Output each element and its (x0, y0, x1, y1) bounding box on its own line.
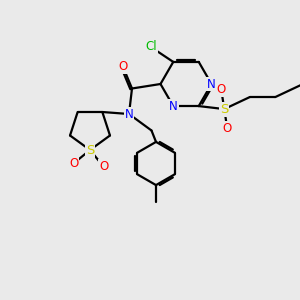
Text: N: N (169, 100, 178, 112)
Text: Cl: Cl (145, 40, 157, 53)
Text: N: N (207, 77, 216, 91)
Text: S: S (86, 143, 94, 157)
Text: O: O (217, 83, 226, 96)
Text: O: O (223, 122, 232, 135)
Text: S: S (220, 103, 228, 116)
Text: O: O (69, 157, 78, 170)
Text: O: O (99, 160, 108, 173)
Text: O: O (118, 60, 127, 74)
Text: N: N (124, 107, 134, 121)
